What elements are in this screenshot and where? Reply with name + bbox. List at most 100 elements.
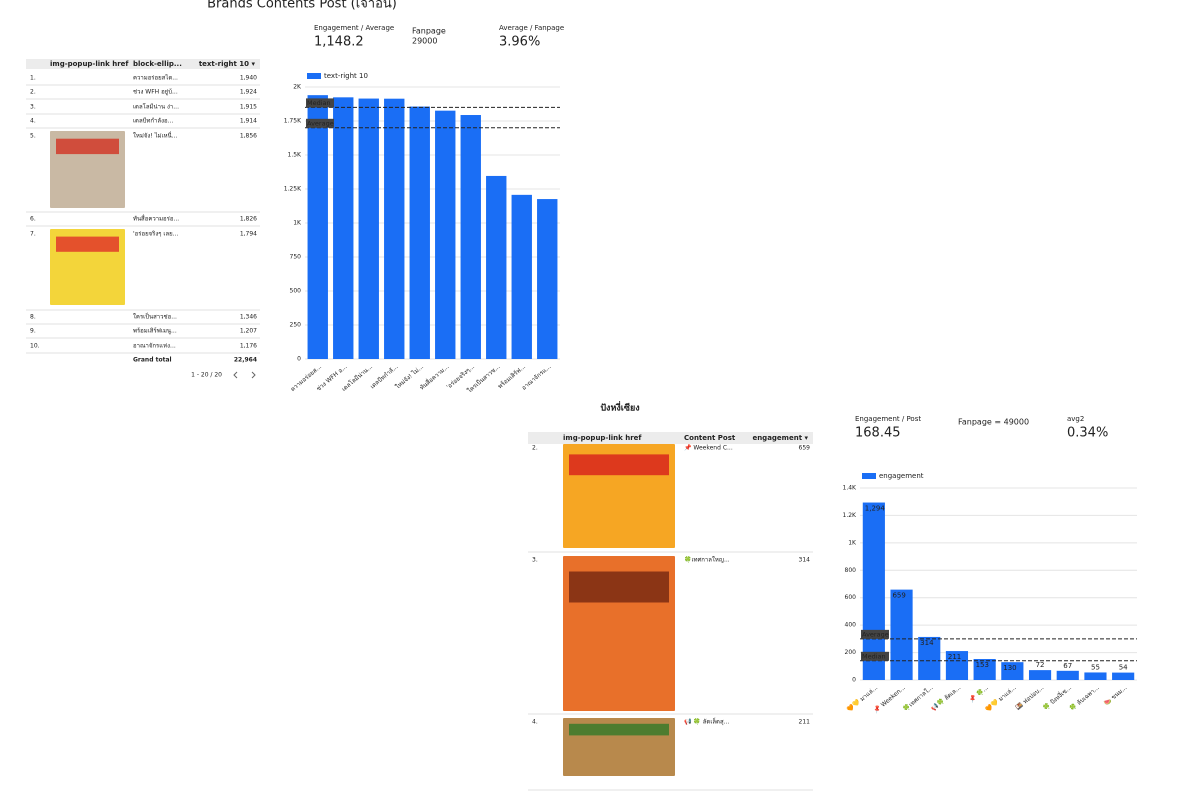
column-header: Content Post [684,434,736,442]
reference-label: Average [862,630,889,638]
row-text: เดลโลมีน่าน ง่า... [133,103,179,111]
bar [918,636,941,680]
scorecard-label: Engagement / Average [314,24,394,32]
reference-label: Median [307,99,331,107]
row-index: 3. [30,104,36,111]
scorecard-value: 1,148.2 [314,35,364,50]
row-value: 1,826 [240,216,257,223]
y-tick-label: 600 [845,594,857,601]
bar [358,98,379,359]
row-index: 6. [30,216,36,223]
row-text: 📌 Weekend C... [684,444,733,452]
row-index: 7. [30,231,36,238]
column-header: engagement ▾ [752,434,808,442]
value-label: 54 [1119,664,1128,672]
y-tick-label: 500 [290,288,302,295]
y-tick-label: 200 [845,649,857,656]
scorecard-value: 168.45 [855,426,901,441]
value-label: 659 [892,592,905,600]
row-value: 1,915 [240,104,257,111]
y-tick-label: 0 [297,356,301,363]
scorecard-label: Fanpage [412,27,446,36]
y-tick-label: 1.25K [284,186,302,193]
column-header: block-ellip... [133,60,182,68]
post-image-band [569,454,669,476]
row-text: ความอร่อยสไต... [133,74,178,82]
reference-label-bg [861,629,889,639]
prev-page[interactable] [233,371,238,379]
scorecard-label: avg2 [1067,415,1084,423]
bar [460,115,481,360]
row-index: 1. [30,75,36,82]
row-text: อาณาจักรแห่ง... [133,343,176,350]
bar [1001,662,1024,680]
row-value: 314 [799,557,811,564]
y-tick-label: 400 [845,622,857,629]
bar [973,659,996,680]
legend-label: engagement [879,472,924,480]
y-tick-label: 1K [293,220,302,227]
y-tick-label: 1.5K [288,152,303,159]
table-header [26,59,260,69]
row-index: 2. [30,89,36,96]
pagination: 1 - 20 / 20 [191,372,222,379]
scorecard-label: Engagement / Post [855,415,921,423]
row-text: ใหม่จัง! ไม่เหนื่... [133,132,177,140]
x-tick-label: 🍉 ขนม... [1103,684,1128,707]
bar [1084,672,1107,680]
bar [511,194,532,359]
row-value: 1,794 [240,231,257,238]
y-tick-label: 2K [293,84,302,91]
y-tick-label: 1K [848,539,857,546]
legend-swatch [307,73,321,79]
grand-total-label: Grand total [133,357,172,364]
legend-label: text-right 10 [324,72,368,80]
column-header: text-right 10 ▾ [199,60,256,68]
row-value: 1,346 [240,314,257,321]
row-index: 3. [532,557,538,564]
value-label: 1,294 [865,505,886,513]
row-value: 1,924 [240,89,257,96]
bar [890,589,913,680]
x-tick-label: 📌 🍀... [967,683,990,704]
post-image-band [569,723,669,736]
y-tick-label: 250 [290,322,302,329]
grand-total: 22,964 [234,357,257,364]
scorecard-label: Fanpage = 49000 [958,418,1029,427]
bar [537,199,558,359]
row-value: 1,856 [240,133,257,140]
reference-label: Median [862,652,886,660]
row-value: 659 [799,445,811,452]
y-tick-label: 0 [852,677,856,684]
x-tick-label: 🧡💛 มาแล่... [984,684,1018,714]
row-value: 211 [799,719,811,726]
row-text: ช่วง WFH อยู่บ้... [133,89,178,96]
row-index: 10. [30,343,40,350]
row-text: 'อร่อยจริงๆ เลย... [133,231,178,238]
post-image-band [56,236,119,252]
value-label: 72 [1036,661,1045,669]
row-text: เดลบีทกำลังอ... [133,117,173,125]
reference-label-bg [861,651,889,661]
y-tick-label: 1.4K [843,485,858,492]
scorecard-value: 0.34% [1067,426,1108,441]
bar [409,106,430,359]
bar [486,175,507,359]
row-index: 4. [30,118,36,125]
row-index: 4. [532,719,538,726]
bar [1112,672,1135,680]
bar [1056,670,1079,680]
post-image-band [56,138,119,155]
row-index: 8. [30,314,36,321]
row-value: 1,914 [240,118,257,125]
bar [945,651,969,680]
row-value: 1,176 [240,343,257,350]
reference-label-bg [306,98,334,108]
reference-label-bg [306,118,334,128]
row-value: 1,207 [240,328,257,335]
table-header [528,432,813,444]
section-title: ปังหงี่เซียง [600,401,639,414]
next-page[interactable] [251,371,256,379]
x-tick-label: 🍱 ฟอปอบ... [1015,684,1046,711]
